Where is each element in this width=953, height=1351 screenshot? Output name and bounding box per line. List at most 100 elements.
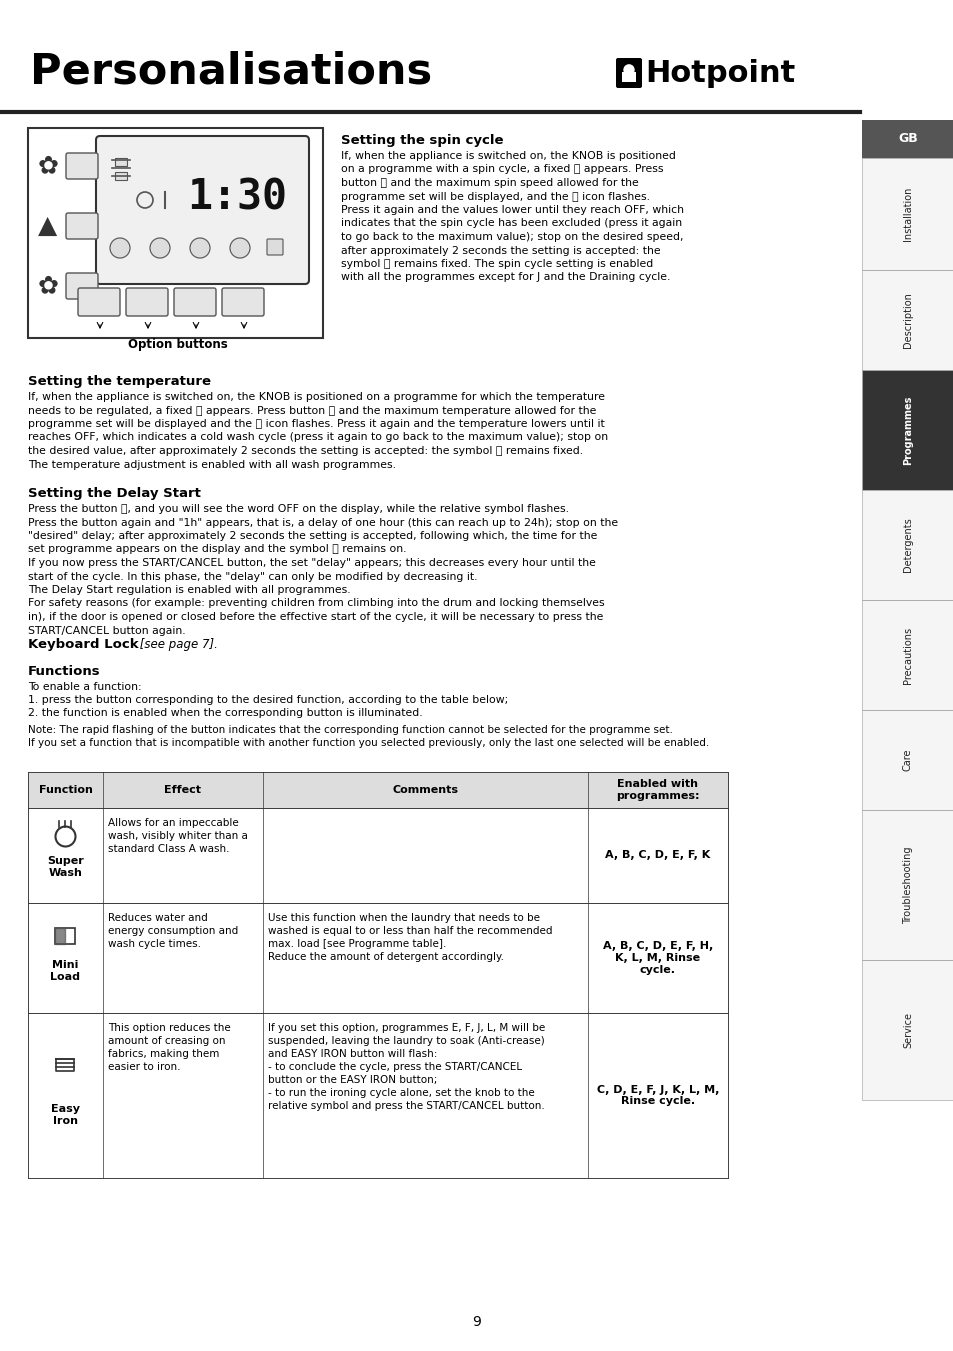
Circle shape bbox=[623, 65, 634, 74]
Text: after approximately 2 seconds the setting is accepted: the: after approximately 2 seconds the settin… bbox=[340, 246, 659, 255]
Text: Use this function when the laundry that needs to be: Use this function when the laundry that … bbox=[268, 913, 539, 923]
Text: Reduces water and: Reduces water and bbox=[108, 913, 208, 923]
Text: This option reduces the: This option reduces the bbox=[108, 1023, 231, 1034]
Text: ✿: ✿ bbox=[37, 274, 58, 299]
Text: suspended, leaving the laundry to soak (Anti-crease): suspended, leaving the laundry to soak (… bbox=[268, 1036, 544, 1046]
Text: standard Class A wash.: standard Class A wash. bbox=[108, 844, 230, 854]
Text: Service: Service bbox=[902, 1012, 912, 1048]
Text: Super
Wash: Super Wash bbox=[47, 857, 84, 878]
Text: Reduce the amount of detergent accordingly.: Reduce the amount of detergent according… bbox=[268, 952, 503, 962]
FancyBboxPatch shape bbox=[66, 213, 98, 239]
Text: amount of creasing on: amount of creasing on bbox=[108, 1036, 225, 1046]
Text: on a programme with a spin cycle, a fixed ⓢ appears. Press: on a programme with a spin cycle, a fixe… bbox=[340, 165, 662, 174]
Text: ▲: ▲ bbox=[38, 213, 57, 238]
Text: Note: The rapid flashing of the button indicates that the corresponding function: Note: The rapid flashing of the button i… bbox=[28, 725, 672, 735]
Text: [see page 7].: [see page 7]. bbox=[136, 638, 217, 651]
Text: The Delay Start regulation is enabled with all programmes.: The Delay Start regulation is enabled wi… bbox=[28, 585, 351, 594]
Text: max. load [see Programme table].: max. load [see Programme table]. bbox=[268, 939, 446, 948]
FancyBboxPatch shape bbox=[862, 811, 953, 961]
FancyBboxPatch shape bbox=[862, 370, 953, 490]
Text: For safety reasons (for example: preventing children from climbing into the drum: For safety reasons (for example: prevent… bbox=[28, 598, 604, 608]
Text: button ⓢ and the maximum spin speed allowed for the: button ⓢ and the maximum spin speed allo… bbox=[340, 178, 639, 188]
Text: fabrics, making them: fabrics, making them bbox=[108, 1048, 219, 1059]
FancyBboxPatch shape bbox=[66, 153, 98, 178]
Text: Mini
Load: Mini Load bbox=[51, 961, 80, 982]
Text: Precautions: Precautions bbox=[902, 627, 912, 684]
Bar bbox=[28, 808, 727, 902]
Text: easier to iron.: easier to iron. bbox=[108, 1062, 180, 1071]
Text: Allows for an impeccable: Allows for an impeccable bbox=[108, 817, 238, 828]
Text: reaches OFF, which indicates a cold wash cycle (press it again to go back to the: reaches OFF, which indicates a cold wash… bbox=[28, 432, 607, 443]
Text: Description: Description bbox=[902, 292, 912, 349]
Text: programme set will be displayed, and the ⓢ icon flashes.: programme set will be displayed, and the… bbox=[340, 192, 649, 201]
FancyBboxPatch shape bbox=[862, 711, 953, 811]
Text: Hotpoint: Hotpoint bbox=[644, 58, 795, 88]
Text: Press the button ⌛, and you will see the word OFF on the display, while the rela: Press the button ⌛, and you will see the… bbox=[28, 504, 568, 513]
Text: Enabled with
programmes:: Enabled with programmes: bbox=[616, 780, 699, 801]
FancyBboxPatch shape bbox=[115, 172, 127, 180]
Text: energy consumption and: energy consumption and bbox=[108, 925, 238, 936]
FancyBboxPatch shape bbox=[173, 288, 215, 316]
Text: Troubleshooting: Troubleshooting bbox=[902, 846, 912, 924]
Circle shape bbox=[150, 238, 170, 258]
Text: Programmes: Programmes bbox=[902, 396, 912, 465]
FancyBboxPatch shape bbox=[862, 158, 953, 270]
Text: Personalisations: Personalisations bbox=[30, 51, 432, 93]
Text: Comments: Comments bbox=[392, 785, 458, 794]
Circle shape bbox=[110, 238, 130, 258]
Bar bbox=[28, 1013, 727, 1178]
Text: If, when the appliance is switched on, the KNOB is positioned: If, when the appliance is switched on, t… bbox=[340, 151, 675, 161]
FancyBboxPatch shape bbox=[66, 273, 98, 299]
FancyBboxPatch shape bbox=[862, 961, 953, 1100]
Text: A, B, C, D, E, F, H,
K, L, M, Rinse
cycle.: A, B, C, D, E, F, H, K, L, M, Rinse cycl… bbox=[602, 942, 713, 974]
FancyBboxPatch shape bbox=[862, 120, 953, 158]
Text: Press the button again and "1h" appears, that is, a delay of one hour (this can : Press the button again and "1h" appears,… bbox=[28, 517, 618, 527]
FancyBboxPatch shape bbox=[96, 136, 309, 284]
Text: Keyboard Lock: Keyboard Lock bbox=[28, 638, 138, 651]
Text: 1:30: 1:30 bbox=[187, 177, 287, 219]
Text: If you set a function that is incompatible with another function you selected pr: If you set a function that is incompatib… bbox=[28, 738, 708, 748]
Text: 1. press the button corresponding to the desired function, according to the tabl: 1. press the button corresponding to the… bbox=[28, 694, 508, 705]
Text: indicates that the spin cycle has been excluded (press it again: indicates that the spin cycle has been e… bbox=[340, 219, 681, 228]
Bar bbox=[28, 902, 727, 1013]
Text: 9: 9 bbox=[472, 1315, 481, 1329]
Text: To enable a function:: To enable a function: bbox=[28, 682, 141, 692]
Text: 2. the function is enabled when the corresponding button is illuminated.: 2. the function is enabled when the corr… bbox=[28, 708, 422, 717]
Text: If you set this option, programmes E, F, J, L, M will be: If you set this option, programmes E, F,… bbox=[268, 1023, 545, 1034]
FancyBboxPatch shape bbox=[862, 490, 953, 600]
Text: and EASY IRON button will flash:: and EASY IRON button will flash: bbox=[268, 1048, 436, 1059]
Text: "desired" delay; after approximately 2 seconds the setting is accepted, followin: "desired" delay; after approximately 2 s… bbox=[28, 531, 597, 540]
Circle shape bbox=[230, 238, 250, 258]
Text: - to conclude the cycle, press the START/CANCEL: - to conclude the cycle, press the START… bbox=[268, 1062, 521, 1071]
Text: washed is equal to or less than half the recommended: washed is equal to or less than half the… bbox=[268, 925, 552, 936]
Text: Setting the Delay Start: Setting the Delay Start bbox=[28, 486, 201, 500]
Text: symbol ⓢ remains fixed. The spin cycle setting is enabled: symbol ⓢ remains fixed. The spin cycle s… bbox=[340, 259, 653, 269]
Text: the desired value, after approximately 2 seconds the setting is accepted: the sy: the desired value, after approximately 2… bbox=[28, 446, 582, 457]
FancyBboxPatch shape bbox=[28, 128, 323, 338]
Text: - to run the ironing cycle alone, set the knob to the: - to run the ironing cycle alone, set th… bbox=[268, 1088, 535, 1098]
Text: in), if the door is opened or closed before the effective start of the cycle, it: in), if the door is opened or closed bef… bbox=[28, 612, 602, 621]
Text: Effect: Effect bbox=[164, 785, 201, 794]
Text: start of the cycle. In this phase, the "delay" can only be modified by decreasin: start of the cycle. In this phase, the "… bbox=[28, 571, 477, 581]
Text: A, B, C, D, E, F, K: A, B, C, D, E, F, K bbox=[605, 851, 710, 861]
Text: Care: Care bbox=[902, 748, 912, 771]
FancyBboxPatch shape bbox=[115, 158, 127, 166]
Text: If, when the appliance is switched on, the KNOB is positioned on a programme for: If, when the appliance is switched on, t… bbox=[28, 392, 604, 403]
Text: START/CANCEL button again.: START/CANCEL button again. bbox=[28, 626, 186, 635]
Bar bbox=[28, 771, 727, 808]
Text: The temperature adjustment is enabled with all wash programmes.: The temperature adjustment is enabled wi… bbox=[28, 459, 395, 470]
Text: Easy
Iron: Easy Iron bbox=[51, 1105, 80, 1127]
FancyBboxPatch shape bbox=[862, 600, 953, 711]
Text: Function: Function bbox=[38, 785, 92, 794]
Text: wash cycle times.: wash cycle times. bbox=[108, 939, 201, 948]
FancyBboxPatch shape bbox=[862, 270, 953, 370]
FancyBboxPatch shape bbox=[126, 288, 168, 316]
Text: If you now press the START/CANCEL button, the set "delay" appears; this decrease: If you now press the START/CANCEL button… bbox=[28, 558, 596, 567]
FancyBboxPatch shape bbox=[78, 288, 120, 316]
Text: with all the programmes except for J and the Draining cycle.: with all the programmes except for J and… bbox=[340, 273, 670, 282]
Text: Detergents: Detergents bbox=[902, 517, 912, 573]
Text: GB: GB bbox=[897, 132, 917, 146]
FancyBboxPatch shape bbox=[621, 72, 636, 81]
Text: Option buttons: Option buttons bbox=[128, 338, 228, 351]
Text: button or the EASY IRON button;: button or the EASY IRON button; bbox=[268, 1075, 436, 1085]
